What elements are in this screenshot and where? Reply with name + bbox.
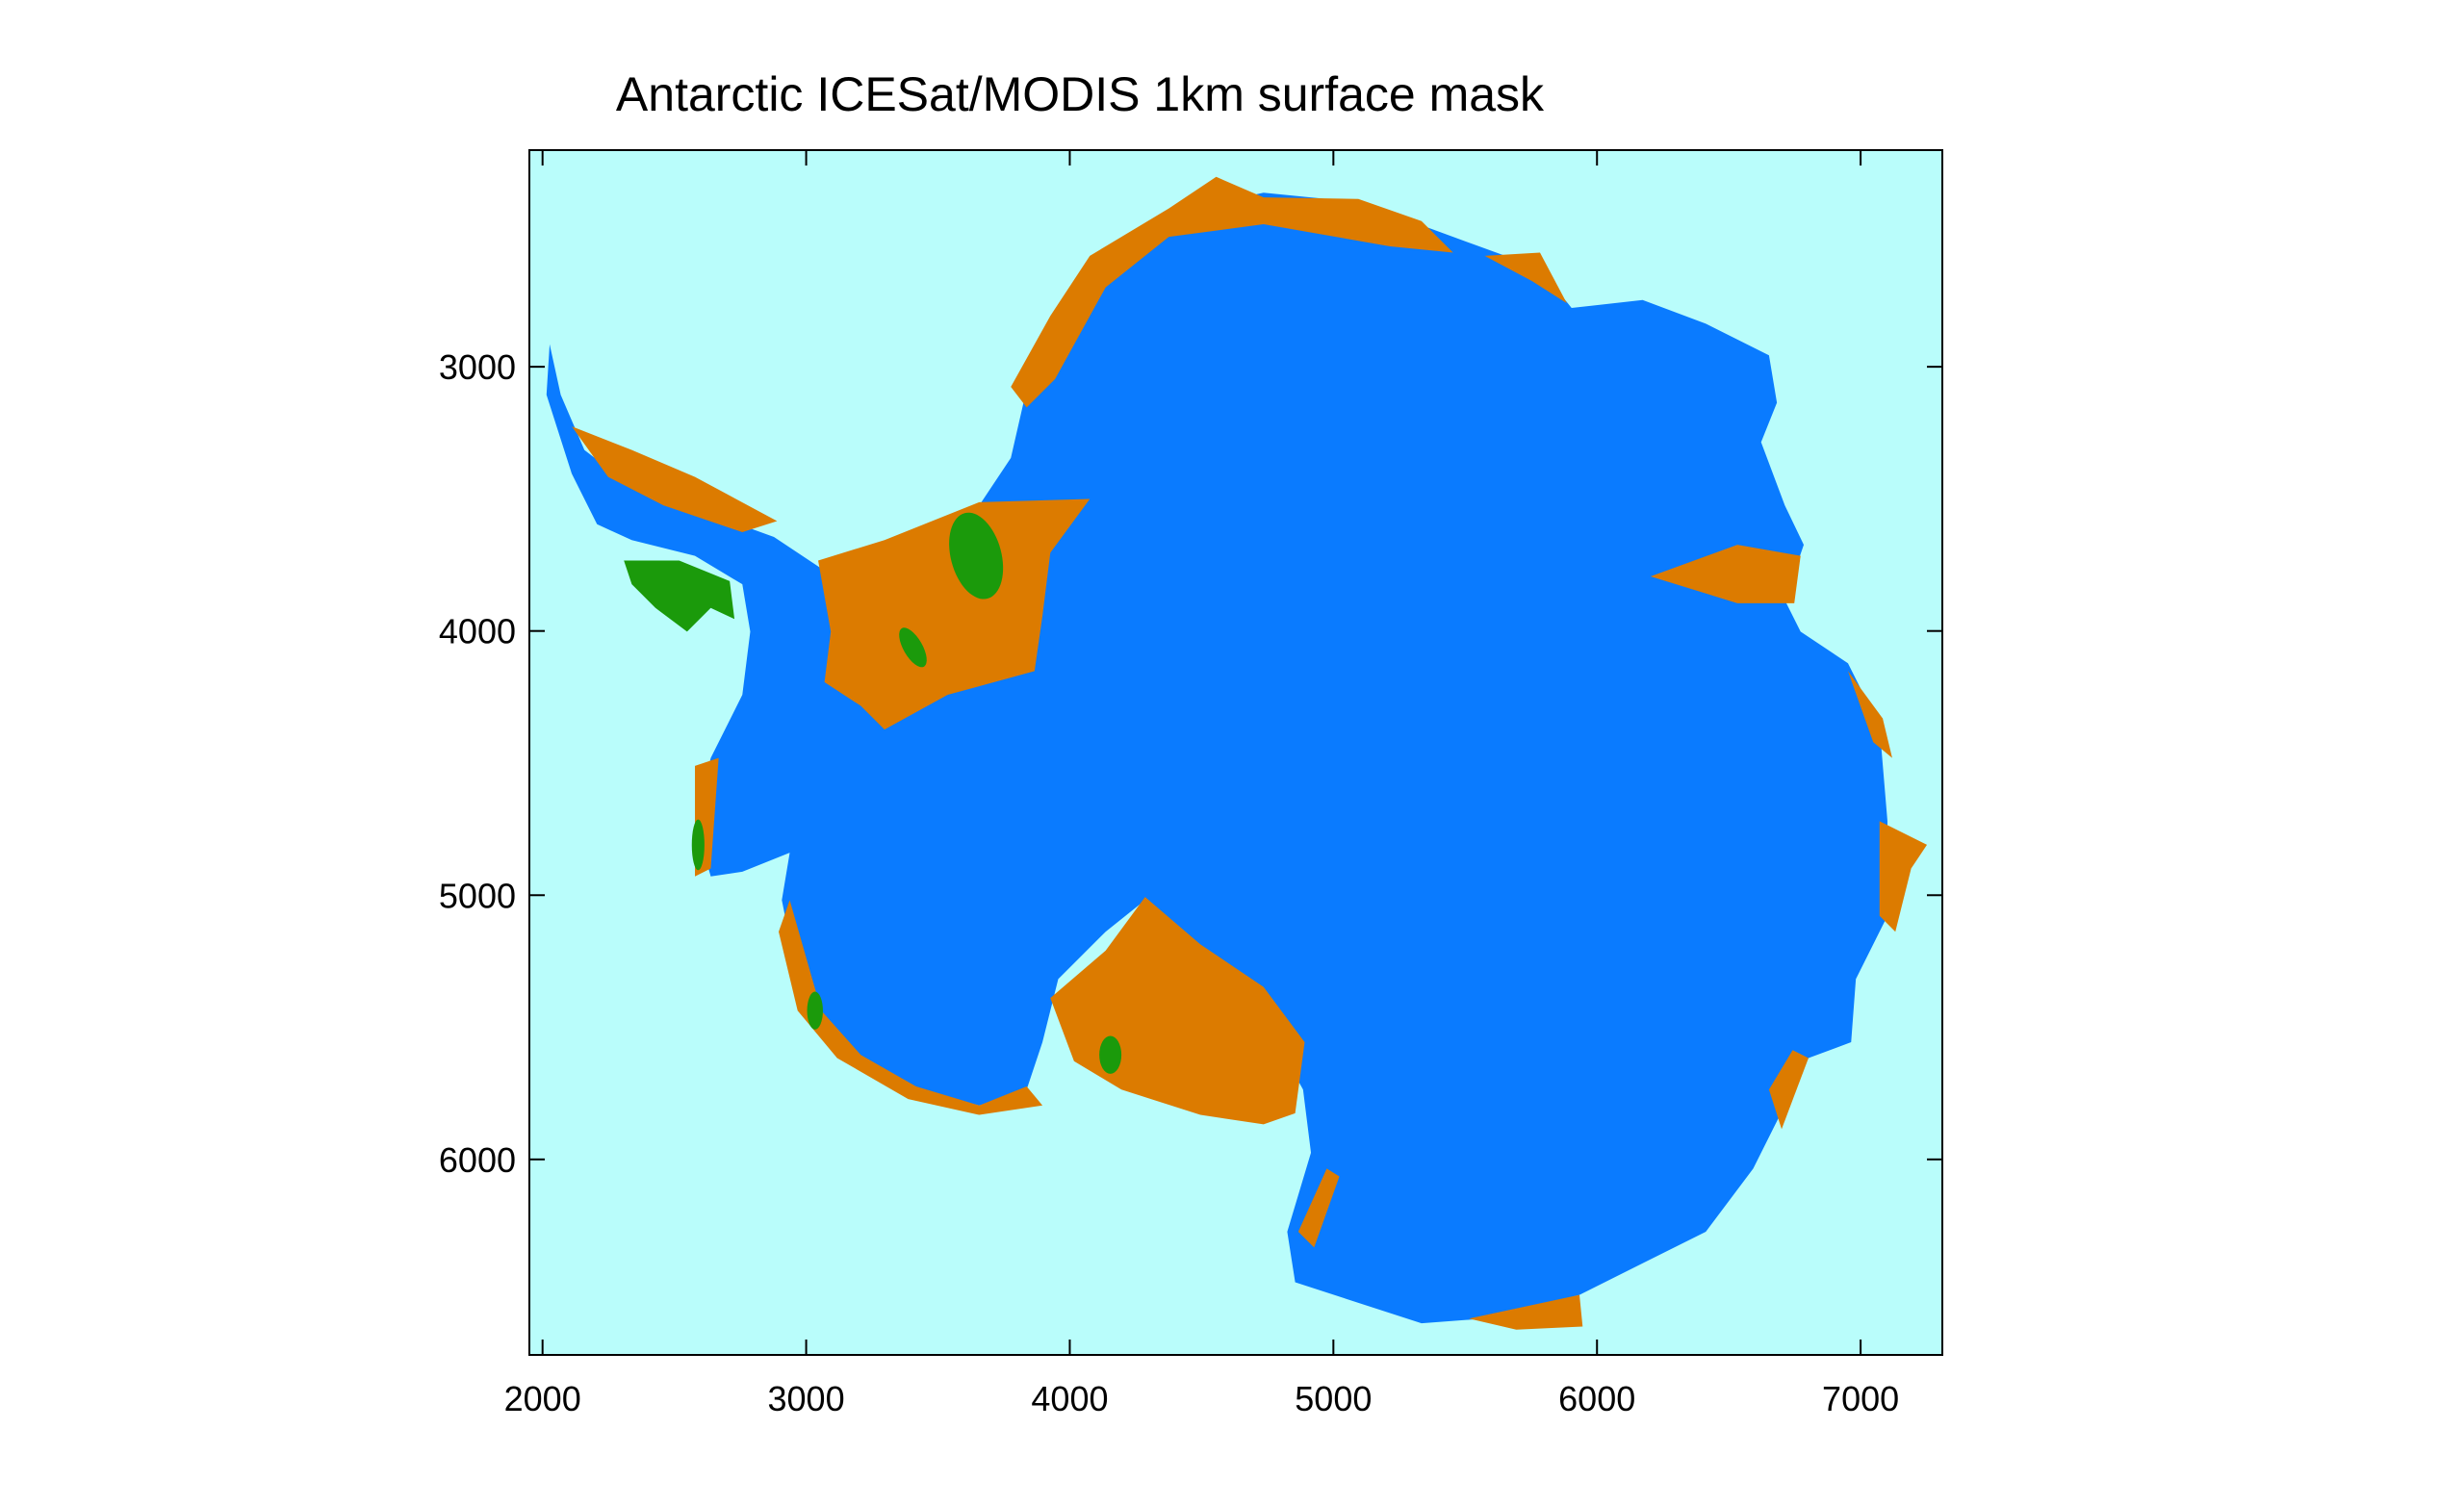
ice-shelves — [572, 176, 1928, 1330]
y-tick-label: 6000 — [439, 1140, 516, 1180]
x-tick-label: 7000 — [1822, 1379, 1899, 1418]
map-shapes — [546, 176, 1928, 1330]
x-tick-label: 2000 — [504, 1379, 581, 1418]
exposed-areas — [624, 512, 1122, 1074]
y-tick-label: 3000 — [439, 347, 516, 387]
chart-title: Antarctic ICESat/MODIS 1km surface mask — [616, 67, 1545, 121]
x-tick-label: 6000 — [1558, 1379, 1635, 1418]
y-tick-label: 5000 — [439, 876, 516, 915]
y-tick-label: 4000 — [439, 612, 516, 651]
map — [546, 176, 1928, 1330]
x-tick-label: 4000 — [1031, 1379, 1108, 1418]
x-tick-label: 3000 — [768, 1379, 845, 1418]
grounded-ice — [546, 192, 1887, 1324]
x-tick-label: 5000 — [1295, 1379, 1372, 1418]
plot-frame — [528, 149, 1943, 1356]
